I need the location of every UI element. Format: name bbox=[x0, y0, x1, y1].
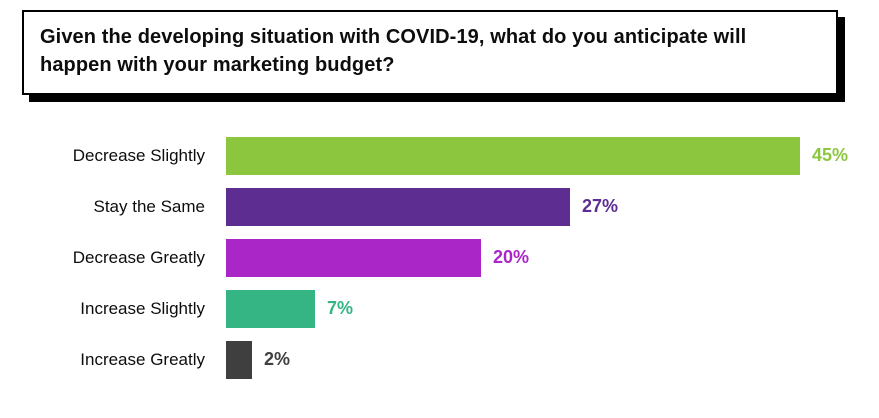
chart-row: Increase Slightly 7% bbox=[0, 289, 879, 328]
bar bbox=[226, 136, 800, 175]
category-label: Increase Slightly bbox=[80, 298, 205, 318]
bar-area: 20% bbox=[226, 238, 879, 277]
value-label: 7% bbox=[327, 298, 354, 319]
category-label: Stay the Same bbox=[93, 196, 205, 216]
category-label: Decrease Slightly bbox=[72, 145, 205, 165]
chart-row: Stay the Same 27% bbox=[0, 187, 879, 226]
value-label: 45% bbox=[812, 145, 849, 166]
bar bbox=[226, 289, 315, 328]
category-label: Increase Greatly bbox=[80, 349, 205, 369]
question-title: Given the developing situation with COVI… bbox=[22, 10, 838, 95]
bar bbox=[226, 340, 252, 379]
chart-row: Decrease Greatly 20% bbox=[0, 238, 879, 277]
bar-chart: Decrease Slightly 45% Stay the Same 27% Decr… bbox=[0, 136, 879, 379]
chart-row: Increase Greatly 2% bbox=[0, 340, 879, 379]
bar-area: 7% bbox=[226, 289, 879, 328]
bar-area: 45% bbox=[226, 136, 879, 175]
bar bbox=[226, 187, 570, 226]
category-label: Decrease Greatly bbox=[72, 247, 205, 267]
value-label: 27% bbox=[582, 196, 619, 217]
bar-area: 2% bbox=[226, 340, 879, 379]
value-label: 2% bbox=[264, 349, 291, 370]
chart-row: Decrease Slightly 45% bbox=[0, 136, 879, 175]
bar-area: 27% bbox=[226, 187, 879, 226]
bar bbox=[226, 238, 481, 277]
value-label: 20% bbox=[493, 247, 530, 268]
